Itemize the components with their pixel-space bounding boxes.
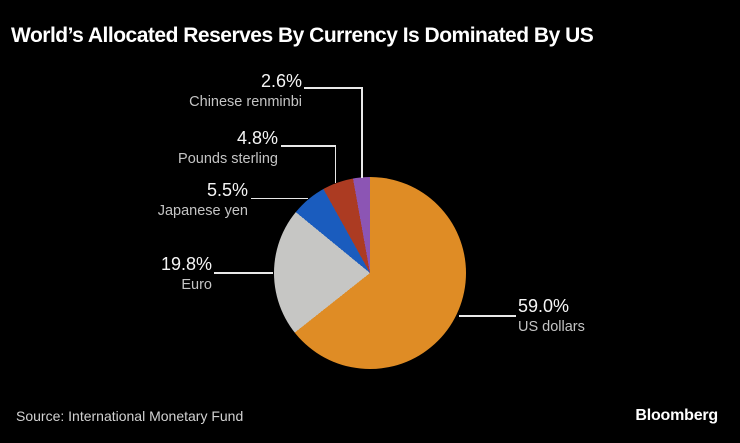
- name-label-euro: Euro: [181, 277, 212, 293]
- leader-line-chinese-renminbi-horizontal: [304, 87, 362, 89]
- name-label-chinese-renminbi: Chinese renminbi: [189, 94, 302, 110]
- callout-japanese-yen: 5.5% Japanese yen: [158, 180, 248, 219]
- leader-line-chinese-renminbi-vertical: [361, 87, 363, 178]
- leader-line-us-dollars: [459, 315, 516, 317]
- chart-title: World’s Allocated Reserves By Currency I…: [11, 24, 594, 47]
- percent-label-pounds-sterling: 4.8%: [236, 128, 278, 148]
- name-label-us-dollars: US dollars: [518, 319, 585, 335]
- percent-label-us-dollars: 59.0%: [518, 296, 570, 316]
- name-label-japanese-yen: Japanese yen: [157, 203, 248, 219]
- leader-line-japanese-yen: [251, 197, 308, 199]
- leader-line-pounds-sterling-vertical: [334, 145, 336, 183]
- callout-pounds-sterling: 4.8% Pounds sterling: [178, 128, 278, 167]
- percent-label-japanese-yen: 5.5%: [206, 180, 248, 200]
- leader-line-euro: [214, 272, 273, 274]
- pie-chart: [274, 177, 466, 369]
- bloomberg-logo: Bloomberg: [635, 407, 718, 424]
- callout-us-dollars: 59.0% US dollars: [518, 296, 585, 335]
- callout-chinese-renminbi: 2.6% Chinese renminbi: [189, 71, 302, 110]
- callout-euro: 19.8% Euro: [161, 254, 212, 293]
- name-label-pounds-sterling: Pounds sterling: [178, 151, 278, 167]
- leader-line-pounds-sterling-horizontal: [281, 145, 336, 147]
- percent-label-euro: 19.8%: [160, 254, 212, 274]
- source-attribution: Source: International Monetary Fund: [16, 408, 244, 424]
- percent-label-chinese-renminbi: 2.6%: [260, 71, 302, 91]
